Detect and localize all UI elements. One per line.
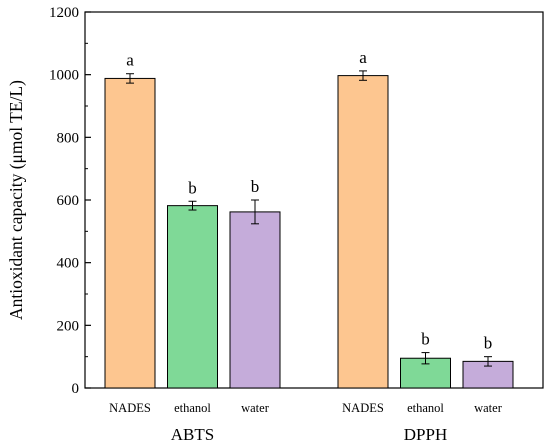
x-category-label: ethanol — [174, 401, 211, 415]
significance-label: b — [188, 178, 197, 197]
bar-series: a b b a b b — [104, 48, 514, 389]
y-tick-label: 200 — [57, 318, 80, 334]
y-tick-label: 800 — [57, 130, 80, 146]
x-group-label: DPPH — [404, 425, 447, 444]
error-bar — [251, 199, 259, 225]
significance-label: b — [251, 177, 260, 196]
y-tick-label: 600 — [57, 193, 80, 209]
y-axis-label: Antioxidant capacity (μmol TE/L) — [6, 80, 26, 320]
x-category-label: ethanol — [407, 401, 444, 415]
error-bar — [421, 352, 430, 365]
significance-label: a — [126, 51, 134, 70]
x-group-label: ABTS — [171, 425, 214, 444]
y-tick-label: 400 — [57, 256, 80, 272]
significance-label: a — [359, 48, 367, 67]
y-axis: 0 200 400 600 800 1000 1200 — [49, 5, 91, 397]
significance-label: b — [421, 330, 430, 349]
bar-abts-water — [229, 211, 281, 389]
x-category-label: water — [241, 401, 270, 415]
y-tick-label: 1200 — [49, 5, 79, 21]
bar-dpph-nades — [337, 75, 389, 389]
significance-label: b — [484, 334, 493, 353]
x-category-label: water — [474, 401, 503, 415]
y-tick-label: 0 — [72, 381, 80, 397]
error-bar — [484, 356, 492, 367]
error-bar — [359, 70, 367, 81]
y-axis-title: Antioxidant capacity (μmol TE/L) — [6, 80, 26, 320]
error-bar — [126, 73, 134, 84]
error-bar — [188, 200, 197, 211]
bar-abts-ethanol — [167, 205, 218, 389]
x-axis: NADES ethanol water ABTS NADES ethanol water DP… — [109, 401, 503, 444]
x-category-label: NADES — [109, 401, 151, 415]
bar-abts-nades — [104, 77, 156, 389]
y-tick-label: 1000 — [49, 68, 79, 84]
x-category-label: NADES — [342, 401, 384, 415]
